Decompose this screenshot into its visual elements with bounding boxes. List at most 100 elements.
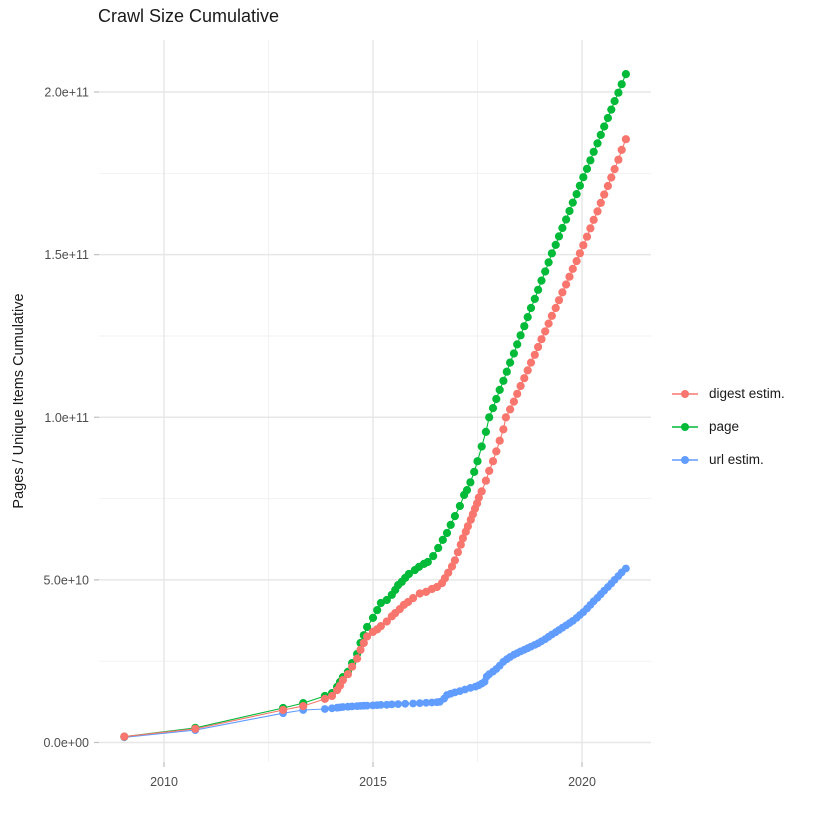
data-point [568, 198, 577, 207]
data-point [589, 215, 598, 224]
data-point [568, 264, 577, 273]
data-point [614, 88, 623, 97]
data-point [541, 327, 550, 336]
data-point [541, 267, 550, 276]
y-tick-label: 0.0e+00 [43, 736, 89, 750]
series-page [120, 70, 631, 741]
data-point [444, 568, 453, 577]
data-point [477, 442, 486, 451]
data-point [516, 381, 525, 391]
legend-key-icon [672, 455, 698, 464]
data-point [481, 427, 490, 436]
data-point [453, 548, 462, 557]
data-point [477, 487, 486, 496]
data-point [462, 486, 472, 495]
data-point [321, 705, 329, 713]
data-point [473, 457, 482, 466]
chart-title: Crawl Size Cumulative [98, 6, 280, 26]
data-point [562, 280, 571, 289]
legend-label: page [709, 419, 740, 434]
data-point [582, 232, 592, 241]
data-point [442, 528, 452, 538]
data-point [348, 662, 357, 671]
data-point [544, 258, 553, 267]
data-point [409, 594, 418, 603]
data-point [455, 501, 464, 511]
data-point [534, 342, 543, 352]
data-point [562, 215, 571, 224]
data-point [537, 276, 546, 285]
data-point [572, 190, 581, 199]
data-point [551, 303, 560, 313]
data-point [279, 705, 288, 715]
data-point [481, 476, 490, 485]
legend-label: url estim. [709, 452, 764, 467]
data-point [382, 617, 391, 626]
data-point [589, 147, 598, 156]
data-point [610, 165, 619, 174]
data-point [523, 366, 532, 375]
y-axis-title: Pages / Unique Items Cumulative [11, 293, 27, 509]
data-point [572, 257, 581, 266]
data-point [575, 249, 585, 258]
data-point [530, 294, 539, 303]
data-point [558, 223, 567, 233]
data-point [575, 181, 585, 190]
data-point [447, 562, 457, 571]
data-point [617, 80, 626, 89]
data-point [404, 569, 413, 579]
x-tick-label: 2010 [150, 775, 178, 789]
data-point [191, 724, 200, 733]
data-point [492, 447, 501, 456]
data-point [565, 206, 574, 216]
data-point [513, 389, 522, 398]
x-tick-label: 2015 [359, 775, 387, 789]
data-point [429, 552, 438, 561]
data-point [513, 340, 522, 349]
data-point [509, 349, 518, 358]
data-point [470, 467, 479, 476]
data-point [492, 394, 501, 404]
data-point [353, 654, 362, 663]
series-digest-estim [120, 135, 631, 741]
data-point [523, 313, 532, 322]
data-point [376, 622, 385, 631]
data-point [456, 540, 465, 549]
data-point [526, 358, 536, 367]
data-point [499, 425, 508, 434]
data-point [593, 207, 602, 216]
data-point [495, 385, 504, 394]
data-point [485, 413, 494, 422]
data-point [586, 156, 595, 165]
data-point [363, 632, 372, 641]
data-point [501, 413, 510, 422]
data-point [516, 331, 525, 340]
data-point [458, 534, 467, 543]
data-point [596, 130, 605, 139]
data-point [537, 335, 546, 344]
data-point [450, 511, 459, 521]
data-point [438, 535, 447, 545]
data-point [509, 397, 518, 406]
data-point [596, 198, 605, 207]
data-point [356, 645, 365, 654]
data-point [506, 358, 515, 367]
data-point [520, 322, 529, 331]
data-point [434, 543, 443, 553]
data-point [530, 350, 539, 359]
data-point [547, 311, 557, 320]
x-tick-label: 2020 [568, 775, 596, 789]
data-point [558, 288, 567, 297]
data-point [607, 173, 616, 182]
series-line [124, 568, 627, 738]
data-point [422, 698, 430, 707]
data-point [554, 296, 564, 305]
data-point [463, 522, 472, 531]
legend-key-icon [672, 389, 698, 398]
series-url-estim [120, 564, 630, 742]
data-point [382, 595, 391, 605]
data-point [401, 699, 410, 708]
data-point [502, 367, 511, 376]
legend: digest estim. page url estim. [670, 377, 785, 476]
